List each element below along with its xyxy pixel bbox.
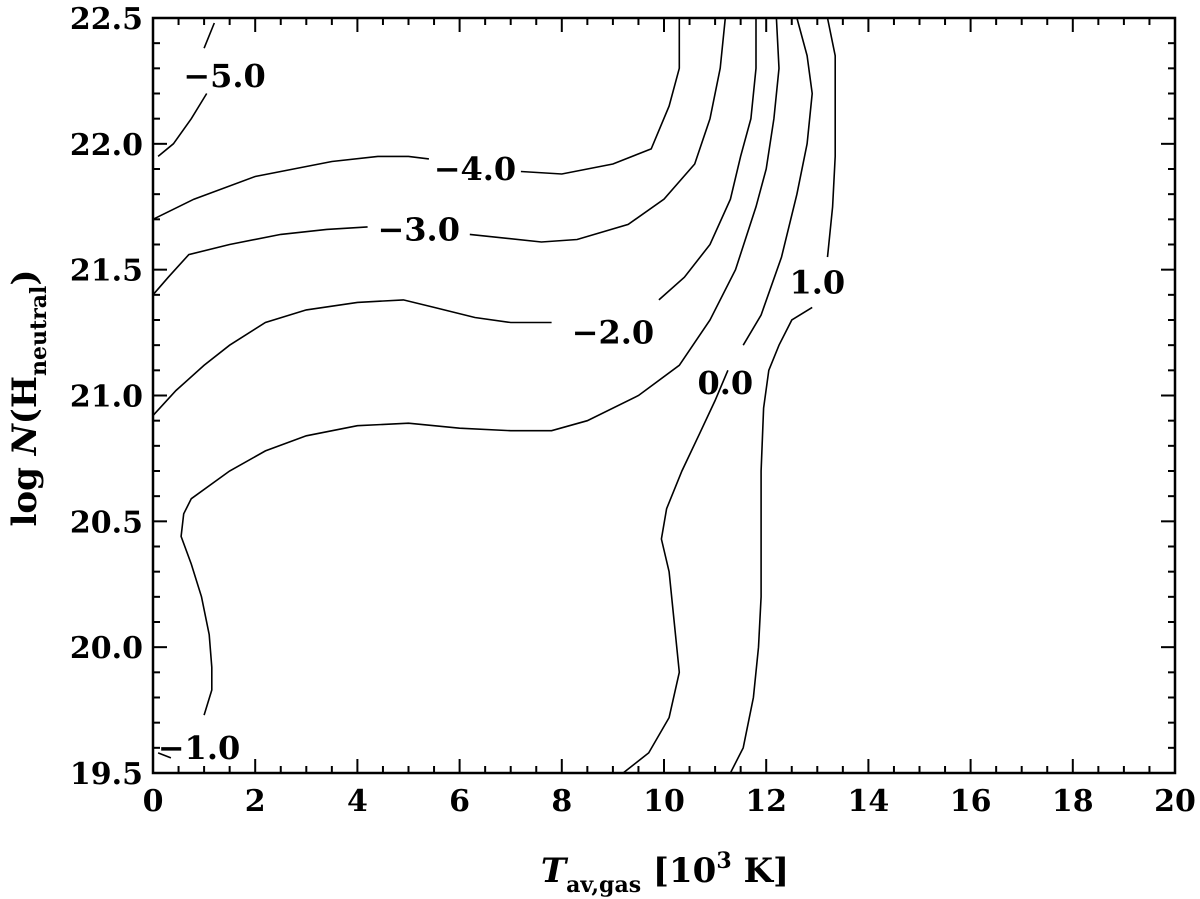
plot-frame bbox=[151, 16, 1177, 775]
contour-line bbox=[203, 22, 216, 49]
y-axis-label-sub: neutral bbox=[26, 286, 52, 376]
y-tick-label: 21.0 bbox=[70, 380, 143, 415]
contour-line bbox=[742, 17, 814, 346]
contour-level-label: −4.0 bbox=[434, 150, 516, 188]
contour-line bbox=[826, 17, 836, 258]
contour-lines bbox=[152, 17, 836, 774]
contour-line bbox=[157, 752, 172, 759]
x-axis-label-var: T bbox=[541, 851, 569, 891]
tick-labels: 0 2 4 6 8 10 12 14 16 18 20 19.5 20.0 20.5 21.0 21.5 22.… bbox=[70, 2, 1196, 819]
contour-line bbox=[152, 155, 429, 221]
contour-line bbox=[157, 93, 208, 158]
contour-line bbox=[729, 306, 813, 774]
y-axis-label-var: N bbox=[5, 422, 45, 456]
x-axis-label-sub: av,gas bbox=[566, 872, 641, 898]
contour-labels: −5.0 −4.0 −3.0 −2.0 −1.0 0.0 1.0 bbox=[158, 57, 845, 767]
contour-line bbox=[622, 369, 729, 774]
y-axis-label-open: (H bbox=[5, 376, 45, 424]
x-axis-label: Tav,gas [103 K] bbox=[541, 848, 789, 898]
y-tick-label: 22.5 bbox=[70, 2, 143, 37]
x-tick-label: 16 bbox=[950, 784, 992, 819]
y-tick-label: 22.0 bbox=[70, 128, 143, 163]
x-tick-label: 4 bbox=[347, 784, 368, 819]
x-tick-label: 6 bbox=[449, 784, 470, 819]
x-tick-label: 18 bbox=[1052, 784, 1094, 819]
x-axis-label-unit-open: [10 bbox=[641, 851, 716, 891]
contour-line bbox=[180, 17, 780, 716]
y-axis-label-pre: log bbox=[5, 455, 45, 526]
contour-line bbox=[152, 299, 552, 417]
contour-level-label: −1.0 bbox=[158, 729, 240, 767]
contour-line bbox=[152, 226, 368, 296]
x-axis-label-unit-close: K] bbox=[732, 851, 789, 891]
x-tick-label: 14 bbox=[848, 784, 890, 819]
y-tick-label: 20.0 bbox=[70, 631, 143, 666]
y-tick-label: 20.5 bbox=[70, 505, 143, 540]
contour-level-label: 1.0 bbox=[789, 263, 845, 301]
y-axis-label-close: ) bbox=[5, 270, 45, 286]
x-axis-label-unit-sup: 3 bbox=[716, 848, 731, 874]
contour-level-label: 0.0 bbox=[697, 364, 753, 402]
axis-ticks bbox=[152, 17, 1176, 774]
contour-line bbox=[469, 17, 727, 243]
x-tick-label: 20 bbox=[1154, 784, 1196, 819]
x-tick-label: 0 bbox=[143, 784, 164, 819]
contour-level-label: −5.0 bbox=[183, 57, 265, 95]
y-tick-label: 19.5 bbox=[70, 757, 143, 792]
contour-line bbox=[520, 18, 681, 175]
y-axis-label: log N(Hneutral) bbox=[5, 270, 52, 527]
x-tick-label: 10 bbox=[643, 784, 685, 819]
x-tick-label: 8 bbox=[551, 784, 572, 819]
x-tick-label: 2 bbox=[245, 784, 266, 819]
contour-level-label: −2.0 bbox=[572, 314, 654, 352]
contour-level-label: −3.0 bbox=[377, 210, 459, 248]
contour-line bbox=[658, 18, 757, 301]
x-tick-label: 12 bbox=[745, 784, 787, 819]
y-tick-label: 21.5 bbox=[70, 254, 143, 289]
